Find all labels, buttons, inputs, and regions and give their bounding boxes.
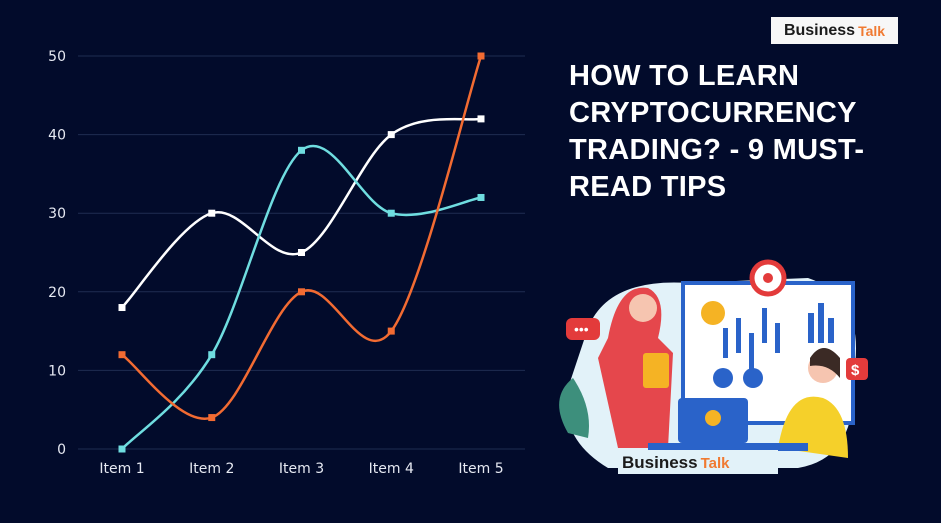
svg-text:•••: ••• xyxy=(574,321,589,337)
illustration-logo: Business Talk xyxy=(622,453,730,473)
y-tick-label: 50 xyxy=(48,49,66,65)
tablet-icon xyxy=(643,353,669,388)
dollar-badge xyxy=(846,358,868,380)
series-2-point xyxy=(387,327,395,335)
series-1-point xyxy=(387,209,395,217)
y-tick-label: 0 xyxy=(57,442,66,458)
series-1-point xyxy=(118,445,126,453)
pie-icon xyxy=(713,368,733,388)
series-line-2 xyxy=(121,55,483,420)
y-tick-label: 10 xyxy=(48,363,66,379)
series-2-point xyxy=(208,414,216,422)
series-1-point xyxy=(477,193,485,201)
illustration-logo-business: Business xyxy=(622,453,698,472)
series-0-point xyxy=(298,249,305,256)
man-figure xyxy=(778,396,848,458)
series-2-point xyxy=(298,288,305,296)
svg-text:$: $ xyxy=(851,362,860,379)
series-line-1 xyxy=(121,144,482,450)
series-1-point xyxy=(208,351,216,359)
page-title: HOW TO LEARN CRYPTOCURRENCY TRADING? - 9… xyxy=(569,60,865,203)
series-0-point xyxy=(118,304,126,312)
series-0-point xyxy=(208,209,216,217)
candlesticks xyxy=(723,303,834,373)
y-tick-label: 40 xyxy=(48,128,66,144)
x-tick-label: Item 2 xyxy=(189,461,234,477)
bitcoin-coin-icon xyxy=(701,301,725,325)
line-chart: 0 10 20 30 40 50 Item 1 Item 2 Item 3 Item 4 Item … xyxy=(48,49,525,477)
woman-figure xyxy=(598,287,673,448)
y-tick-label: 20 xyxy=(48,285,66,301)
logo-business: Business xyxy=(783,21,856,39)
x-tick-label: Item 1 xyxy=(99,461,144,477)
series-0-point xyxy=(387,131,395,139)
series-0-point xyxy=(477,115,485,123)
series-2-point xyxy=(477,52,485,60)
trading-illustration: ••• $ xyxy=(559,259,868,474)
x-tick-label: Item 3 xyxy=(279,461,324,477)
illustration-logo-talk: Talk xyxy=(700,455,730,472)
x-tick-label: Item 4 xyxy=(369,461,414,477)
business-talk-logo: Business Talk xyxy=(771,17,898,44)
y-tick-label: 30 xyxy=(48,206,66,222)
plant-icon xyxy=(559,378,589,438)
x-tick-label: Item 5 xyxy=(458,461,503,477)
series-2-point xyxy=(118,351,126,359)
logo-talk: Talk xyxy=(858,22,886,39)
chat-bubble-icon xyxy=(566,318,600,340)
series-1-point xyxy=(298,146,305,154)
